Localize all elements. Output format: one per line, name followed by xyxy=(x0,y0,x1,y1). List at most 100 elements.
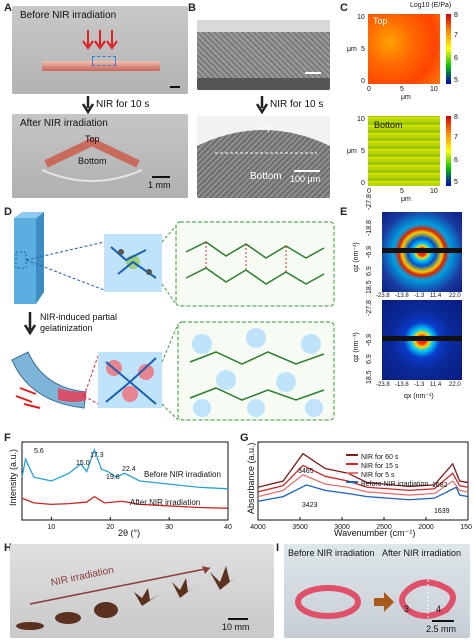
f-xtick-label-0: 10 xyxy=(48,524,56,531)
e2-y-3: -6.9 xyxy=(366,333,373,346)
e1-y-2: -18.8 xyxy=(366,220,373,236)
photo-after-nir xyxy=(12,114,188,198)
panel-label-c: C xyxy=(340,2,348,14)
gelatinization-step: NIR-induced partial gelatinization xyxy=(40,312,118,333)
g-legend-5s: NIR for 5 s xyxy=(361,472,395,479)
c-top-y-10: 10 xyxy=(357,14,365,21)
bottom-label-b: Bottom xyxy=(250,171,282,182)
g-peak-1639: 1639 xyxy=(434,508,450,515)
c-bot-ylabel: μm xyxy=(347,148,357,155)
c-bot-xlabel: μm xyxy=(401,196,411,203)
scale-text-b: 100 μm xyxy=(290,174,321,184)
panel-label-d: D xyxy=(4,206,12,218)
c-top-x-10: 10 xyxy=(430,86,438,93)
e2-x-1: -23.8 xyxy=(376,382,390,388)
e2-x-2: -13.8 xyxy=(395,382,409,388)
cb-tick-bottom-7: 7 xyxy=(454,134,458,141)
e2-xlabel: qx (nm⁻¹) xyxy=(404,393,434,400)
f-legend-after: After NIR irradiation xyxy=(130,498,201,507)
scale-text-a: 1 mm xyxy=(148,180,171,190)
c-top-x-5: 5 xyxy=(400,86,404,93)
c-bot-y-10: 10 xyxy=(357,116,365,123)
top-label-a: Top xyxy=(85,134,100,144)
xrd-chart: 10 20 30 40 xyxy=(21,441,232,531)
g-xtick-label-2: 3000 xyxy=(334,524,350,531)
before-nir-title: Before NIR irradiation xyxy=(20,10,117,21)
f-ylabel: Intensity (a.u.) xyxy=(8,448,18,506)
g-legend-15s: NIR for 15 s xyxy=(361,463,399,470)
panel-label-g: G xyxy=(240,432,249,444)
panel-label-i: I xyxy=(276,542,280,554)
cb-tick-top-6: 6 xyxy=(454,55,458,62)
c-bot-x-10: 10 xyxy=(430,188,438,195)
scale-text-i: 2.5 mm xyxy=(426,624,457,634)
c-top-y-5: 5 xyxy=(361,46,365,53)
e2-x-3: -1.3 xyxy=(414,382,425,388)
colorbar-title: Log10 (E/Pa) xyxy=(410,2,452,9)
f-xlabel: 2θ (°) xyxy=(118,528,141,538)
nir-10s-text-a: NIR for 10 s xyxy=(96,99,150,110)
f-peak-19.6: 19.6 xyxy=(106,474,120,481)
scale-bar-a xyxy=(152,176,170,178)
f-xtick-label-1: 20 xyxy=(106,524,114,531)
scale-bar-i xyxy=(432,620,454,622)
f-peak-5.6: 5.6 xyxy=(34,448,44,455)
f-xtick-label-3: 40 xyxy=(224,524,232,531)
g-legend: NIR for 60 s NIR for 15 s NIR for 5 s Be… xyxy=(346,446,428,488)
scale-bar-h xyxy=(228,618,248,620)
e2-y-4: 6.9 xyxy=(366,354,373,364)
ring-photo xyxy=(284,544,470,638)
cb-tick-top-8: 8 xyxy=(454,12,458,19)
g-series-0 xyxy=(257,452,469,488)
e1-y-1: -27.8 xyxy=(366,194,373,210)
ring-num-3: 3 xyxy=(404,604,410,614)
g-series-1 xyxy=(257,464,469,493)
beamstop-2 xyxy=(382,336,462,341)
g-frame xyxy=(257,441,469,521)
cb-tick-top-5: 5 xyxy=(454,77,458,84)
e2-x-5: 22.0 xyxy=(449,382,461,388)
nir-10s-text-b: NIR for 10 s xyxy=(270,99,324,110)
c-top-ylabel: μm xyxy=(347,46,357,53)
c-bot-y-5: 5 xyxy=(361,148,365,155)
c-top-xlabel: μm xyxy=(401,94,411,101)
e1-x-2: -13.8 xyxy=(395,293,409,299)
f-series-0 xyxy=(21,447,229,490)
g-peak-3465: 3465 xyxy=(298,468,314,475)
e1-y-3: -6.9 xyxy=(366,245,373,258)
e2-y-5: 18.5 xyxy=(366,370,373,384)
after-nir-title: After NIR irradiation xyxy=(20,118,108,129)
g-xlabel: Wavenumber (cm⁻¹) xyxy=(334,528,416,538)
c-bot-y-0: 0 xyxy=(361,180,365,187)
f-peak-22.4: 22.4 xyxy=(122,466,136,473)
e1-y-4: 6.9 xyxy=(366,266,373,276)
beamstop-1 xyxy=(382,248,462,253)
e2-ylabel: qz (nm⁻¹) xyxy=(353,332,360,362)
f-frame xyxy=(21,441,229,521)
e1-x-4: 11.4 xyxy=(430,293,442,299)
g-legend-before: Before NIR irradiation xyxy=(361,481,429,488)
ring-before-text: Before NIR irradiation xyxy=(288,548,375,558)
panel-label-h: H xyxy=(4,542,12,554)
ftir-chart: 4000 3500 3000 2500 2000 1500 xyxy=(250,441,472,531)
f-peak-15: 15.0 xyxy=(76,460,90,467)
afm-bottom-label: Bottom xyxy=(374,120,403,130)
scale-text-h: 10 mm xyxy=(222,622,250,632)
down-arrow-b xyxy=(256,96,268,114)
colorbar-top xyxy=(446,14,451,84)
cb-tick-bottom-5: 5 xyxy=(454,179,458,186)
g-series-3 xyxy=(257,484,469,502)
g-xtick-label-4: 2000 xyxy=(418,524,434,531)
panel-label-f: F xyxy=(4,432,11,444)
f-xtick-label-2: 30 xyxy=(165,524,173,531)
f-series-1 xyxy=(21,495,229,509)
g-series-2 xyxy=(257,474,469,498)
down-arrow-a xyxy=(82,96,94,114)
g-xtick-label-1: 3500 xyxy=(292,524,308,531)
e1-x-1: -23.8 xyxy=(376,293,390,299)
sem-before xyxy=(197,20,330,90)
cb-tick-top-7: 7 xyxy=(454,32,458,39)
afm-top-label: Top xyxy=(373,16,388,26)
red-arrows xyxy=(82,30,118,50)
e2-y-1: -27.8 xyxy=(366,300,373,316)
